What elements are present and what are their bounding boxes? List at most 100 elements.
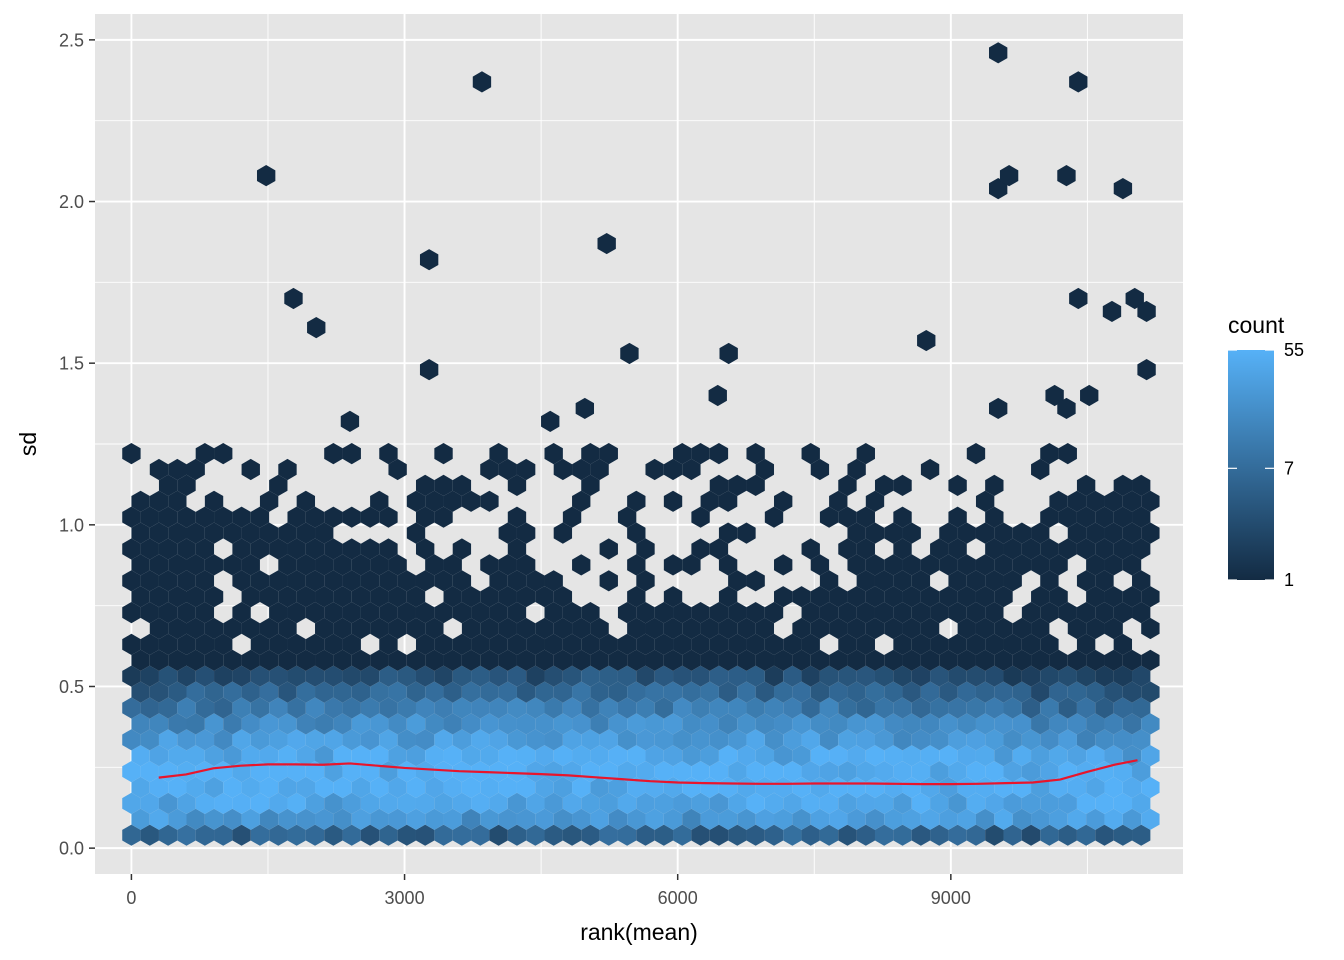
hex-bin [434, 729, 453, 751]
hex-bin [911, 697, 931, 719]
hex-bin [829, 617, 848, 640]
hex-bin [1067, 776, 1087, 799]
hex-bin [810, 713, 830, 735]
hex-bin [480, 649, 499, 671]
hex-bin [140, 602, 159, 624]
hex-bin [516, 617, 536, 640]
hex-bin [388, 745, 407, 767]
hex-bin [232, 729, 251, 751]
hex-bin [296, 808, 316, 830]
hex-bin [241, 458, 260, 481]
hex-bin [994, 522, 1013, 544]
hex-bin [186, 808, 205, 830]
hex-bin [324, 697, 343, 719]
hex-bin [1012, 554, 1032, 576]
hex-bin [774, 681, 793, 703]
hex-bin [1104, 681, 1123, 703]
hex-bin [902, 649, 921, 671]
hex-bin [186, 776, 205, 799]
hex-bin [1113, 729, 1133, 751]
hex-bin [131, 713, 150, 735]
hex-bin [801, 761, 820, 783]
legend-label: 7 [1284, 458, 1294, 478]
hex-bin [553, 617, 573, 640]
hex-bin [406, 776, 426, 799]
hex-bin [351, 586, 371, 608]
hex-bin [792, 586, 811, 608]
hex-bin-outlier [1057, 397, 1076, 420]
hex-bin [516, 458, 536, 481]
hex-bin [553, 776, 573, 799]
hex-bin [305, 729, 325, 751]
hex-bin [728, 729, 747, 751]
hex-bin [838, 697, 857, 719]
hex-bin [581, 474, 600, 496]
hex-bin [149, 617, 169, 640]
hex-bin [562, 602, 582, 624]
hex-bin [838, 665, 857, 687]
hex-bin [819, 792, 839, 814]
hex-bin [425, 713, 444, 735]
hex-bin [360, 602, 380, 624]
hex-bin-outlier [719, 342, 738, 365]
hex-bin [948, 570, 967, 592]
hex-bin [149, 554, 169, 576]
hex-bin [397, 570, 416, 592]
hex-bin [1132, 474, 1151, 496]
hex-bin [590, 681, 609, 703]
hex-bin [1067, 713, 1087, 735]
hex-bin [856, 633, 875, 655]
hex-bin [195, 761, 215, 783]
hex-bin [939, 713, 958, 735]
hex-bin [902, 554, 921, 576]
hex-bin [168, 586, 187, 608]
hex-bin [379, 665, 398, 687]
hex-bin [489, 570, 508, 592]
hex-bin [599, 665, 618, 687]
hex-bin [1040, 602, 1059, 624]
hex-bin [489, 697, 508, 719]
hex-bin [250, 665, 270, 687]
hex-bin [461, 713, 481, 735]
hex-bin [691, 761, 710, 783]
hex-bin [415, 792, 435, 814]
hex-bin [388, 713, 407, 735]
hex-bin [498, 554, 517, 576]
hex-bin [342, 697, 361, 719]
hex-bin [838, 824, 857, 846]
hex-bin [1095, 602, 1114, 624]
hex-bin [893, 761, 912, 783]
hex-bin [1012, 617, 1032, 640]
hex-bin [654, 824, 674, 846]
hex-bin [177, 761, 196, 783]
hex-bin [691, 792, 710, 814]
hex-bin [920, 808, 940, 830]
hex-bin [966, 792, 986, 814]
hex-bin [278, 649, 297, 671]
hex-bin [911, 824, 931, 846]
hex-bin [471, 697, 490, 719]
hex-bin [810, 554, 830, 576]
hex-bin [342, 570, 361, 592]
hex-bin [177, 729, 196, 751]
hex-bin [1132, 570, 1151, 592]
hex-bin [994, 681, 1013, 703]
hex-bin [948, 602, 967, 624]
hex-bin [259, 776, 279, 799]
hex-bin [957, 808, 976, 830]
hex-bin [948, 792, 967, 814]
hex-bin [1003, 792, 1022, 814]
hex-bin [379, 697, 398, 719]
hex-bin [360, 665, 380, 687]
hex-bin [1086, 681, 1105, 703]
hex-bin [342, 443, 361, 465]
hex-bin [617, 729, 637, 751]
hex-bin [801, 443, 820, 465]
hex-bin [305, 570, 325, 592]
hex-bin [388, 554, 407, 576]
hex-bin [581, 602, 600, 624]
hex-bin [572, 776, 591, 799]
hex-bin [1141, 776, 1160, 799]
hex-bin [939, 649, 958, 671]
y-tick-label: 2.0 [59, 192, 84, 212]
